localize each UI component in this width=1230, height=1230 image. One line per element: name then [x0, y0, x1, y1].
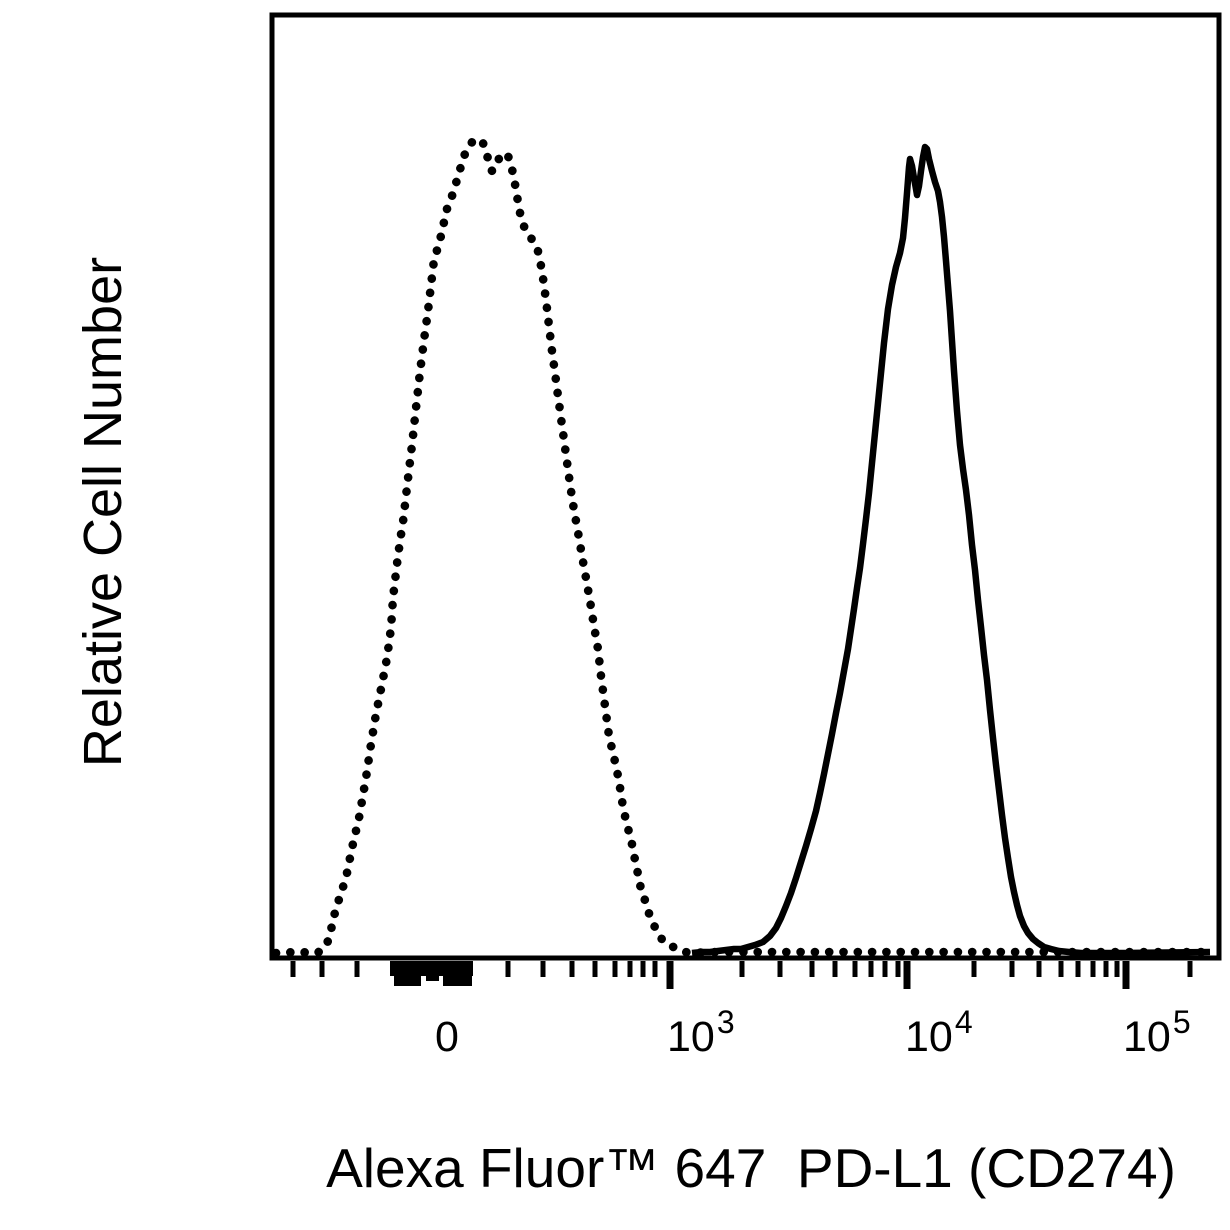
zero-region-tick-block [443, 961, 472, 986]
y-axis-label: Relative Cell Number [73, 256, 133, 768]
dotted-histogram-curve [271, 134, 1215, 958]
zero-region-tick-block [426, 961, 439, 981]
x-tick-label: 105 [1123, 1004, 1191, 1061]
solid-histogram-curve [691, 143, 1211, 957]
x-tick-label: 104 [905, 1004, 973, 1061]
x-tick-label: 0 [435, 1013, 459, 1061]
x-tick-label: 103 [667, 1004, 735, 1061]
x-axis-title: Alexa Fluor™ 647 PD-L1 (CD274) [326, 1137, 1176, 1199]
x-tick-exponent: 4 [954, 1004, 973, 1040]
zero-region-tick-block [394, 961, 421, 986]
plot-border [269, 12, 1222, 961]
x-tick-exponent: 5 [1172, 1004, 1191, 1040]
x-tick-exponent: 3 [716, 1004, 735, 1040]
